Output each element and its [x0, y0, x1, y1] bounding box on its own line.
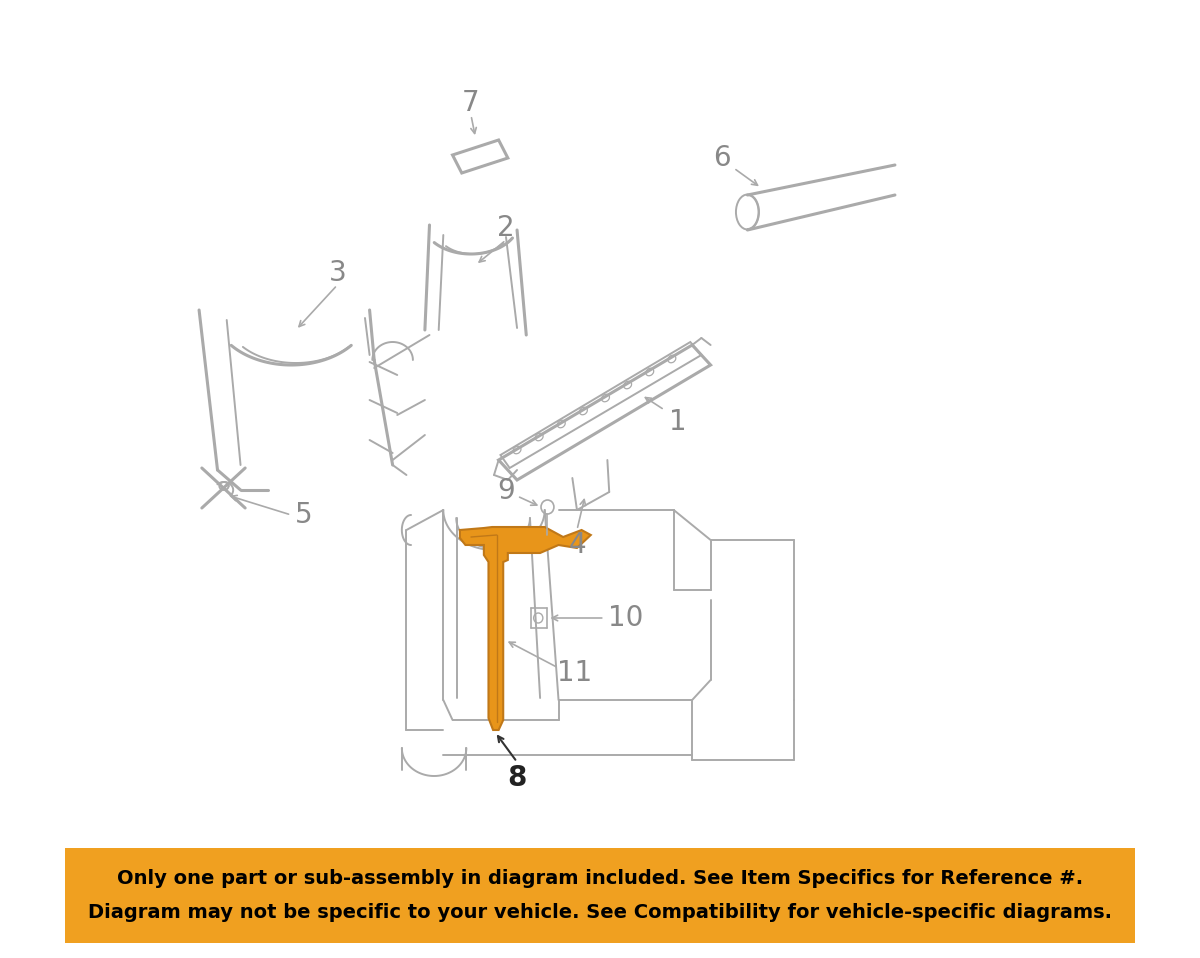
- Text: 10: 10: [608, 604, 643, 632]
- Text: 8: 8: [508, 764, 527, 792]
- Text: 6: 6: [713, 144, 731, 172]
- Polygon shape: [460, 527, 590, 730]
- Text: 7: 7: [462, 89, 480, 117]
- Text: 11: 11: [558, 659, 593, 687]
- Text: 3: 3: [329, 259, 347, 287]
- Text: 9: 9: [497, 477, 515, 505]
- Text: 4: 4: [568, 531, 586, 559]
- Text: 2: 2: [497, 214, 515, 242]
- Text: Diagram may not be specific to your vehicle. See Compatibility for vehicle-speci: Diagram may not be specific to your vehi…: [88, 902, 1112, 922]
- Bar: [66, 848, 1134, 943]
- Text: Only one part or sub-assembly in diagram included. See Item Specifics for Refere: Only one part or sub-assembly in diagram…: [116, 869, 1084, 887]
- Text: 5: 5: [294, 501, 312, 529]
- Text: 1: 1: [668, 408, 686, 436]
